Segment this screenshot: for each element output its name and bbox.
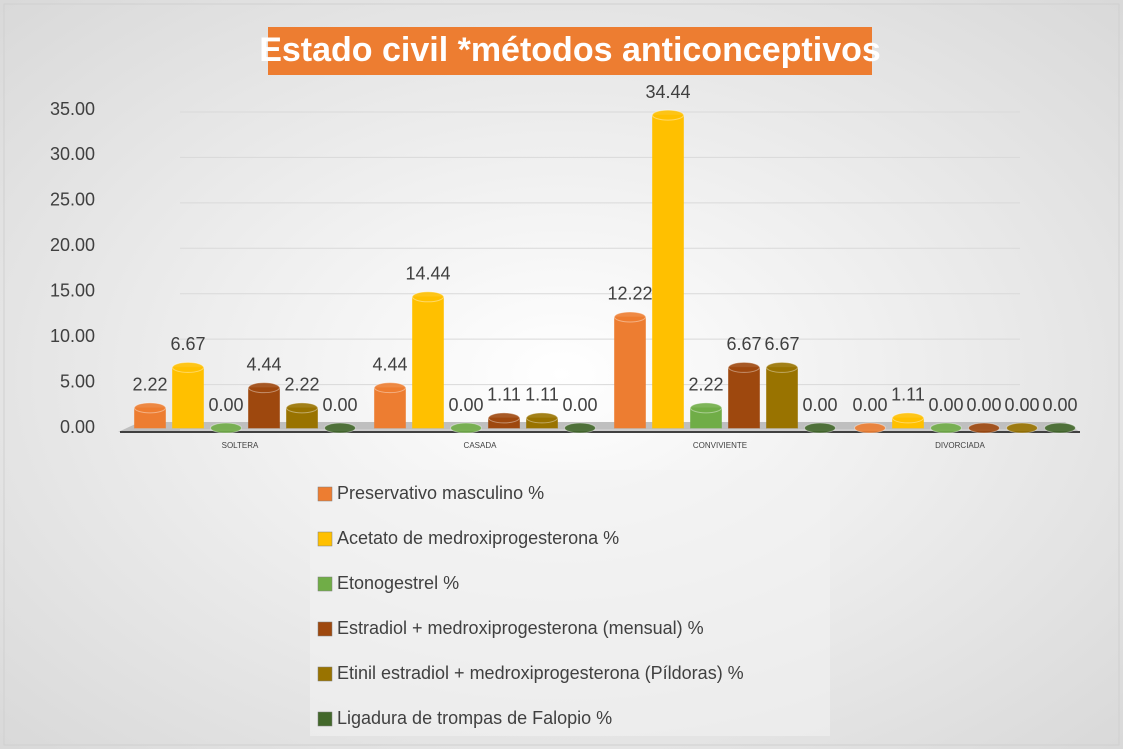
bar-cap (892, 412, 924, 424)
y-tick-label: 0.00 (60, 417, 95, 437)
value-label: 0.00 (1004, 395, 1039, 415)
value-label: 6.67 (170, 334, 205, 354)
value-label: 34.44 (645, 82, 690, 102)
bar-cap (652, 109, 684, 121)
value-label: 1.11 (891, 385, 925, 405)
legend-label: Estradiol + medroxiprogesterona (mensual… (337, 618, 704, 638)
x-tick-label: SOLTERA (222, 441, 259, 450)
bar (728, 366, 760, 429)
bar (412, 296, 444, 429)
bar-cap (728, 361, 760, 373)
bar (374, 387, 406, 429)
bar-cap (172, 361, 204, 373)
value-label: 12.22 (607, 284, 652, 304)
value-label: 0.00 (928, 395, 963, 415)
y-tick-label: 25.00 (50, 190, 95, 210)
value-label: 0.00 (802, 395, 837, 415)
legend-label: Acetato de medroxiprogesterona % (337, 528, 619, 548)
value-label: 4.44 (372, 354, 407, 374)
value-label: 6.67 (764, 334, 799, 354)
x-tick-label: CONVIVIENTE (693, 441, 747, 450)
bar-cap (374, 382, 406, 394)
y-tick-label: 15.00 (50, 280, 95, 300)
bar-cap (690, 402, 722, 414)
value-label: 4.44 (246, 354, 281, 374)
value-label: 2.22 (284, 375, 319, 395)
value-label: 2.22 (132, 375, 167, 395)
bar-cap (854, 422, 886, 434)
bar-cap (248, 382, 280, 394)
bar-cap (564, 422, 596, 434)
value-label: 0.00 (562, 395, 597, 415)
bar-cap (614, 311, 646, 323)
value-label: 1.11 (525, 385, 559, 405)
legend-swatch (317, 666, 333, 682)
value-label: 0.00 (966, 395, 1001, 415)
bar (652, 114, 684, 429)
x-tick-label: CASADA (464, 441, 498, 450)
bar-cap (134, 402, 166, 414)
legend-swatch (317, 531, 333, 547)
legend-swatch (317, 486, 333, 502)
bar-cap (450, 422, 482, 434)
legend-label: Preservativo masculino % (337, 483, 544, 503)
y-tick-label: 5.00 (60, 371, 95, 391)
legend-box (310, 470, 830, 736)
value-label: 2.22 (688, 375, 723, 395)
bar-cap (968, 422, 1000, 434)
bar (248, 387, 280, 429)
legend-swatch (317, 621, 333, 637)
value-label: 6.67 (726, 334, 761, 354)
bar-cap (526, 412, 558, 424)
legend-label: Ligadura de trompas de Falopio % (337, 708, 612, 728)
bar-cap (1044, 422, 1076, 434)
y-tick-label: 35.00 (50, 99, 95, 119)
frame (3, 3, 1120, 746)
bar-cap (210, 422, 242, 434)
value-label: 14.44 (405, 264, 450, 284)
bar-cap (1006, 422, 1038, 434)
bar-cap (930, 422, 962, 434)
bar-cap (412, 291, 444, 303)
legend-swatch (317, 711, 333, 727)
chart-title: Estado civil *métodos anticonceptivos (259, 31, 881, 69)
y-tick-label: 10.00 (50, 326, 95, 346)
y-tick-label: 30.00 (50, 144, 95, 164)
y-tick-label: 20.00 (50, 235, 95, 255)
x-tick-label: DIVORCIADA (935, 441, 985, 450)
value-label: 0.00 (208, 395, 243, 415)
legend-label: Etinil estradiol + medroxiprogesterona (… (337, 663, 744, 683)
bar-cap (324, 422, 356, 434)
legend-swatch (317, 576, 333, 592)
bar-cap (804, 422, 836, 434)
value-label: 0.00 (852, 395, 887, 415)
value-label: 0.00 (1042, 395, 1077, 415)
bar (766, 366, 798, 429)
bar (614, 316, 646, 429)
value-label: 0.00 (448, 395, 483, 415)
title-box (268, 27, 872, 75)
bar-cap (488, 412, 520, 424)
legend-label: Etonogestrel % (337, 573, 459, 593)
bar (172, 366, 204, 429)
value-label: 1.11 (487, 385, 521, 405)
bar-cap (286, 402, 318, 414)
bar-cap (766, 361, 798, 373)
value-label: 0.00 (322, 395, 357, 415)
